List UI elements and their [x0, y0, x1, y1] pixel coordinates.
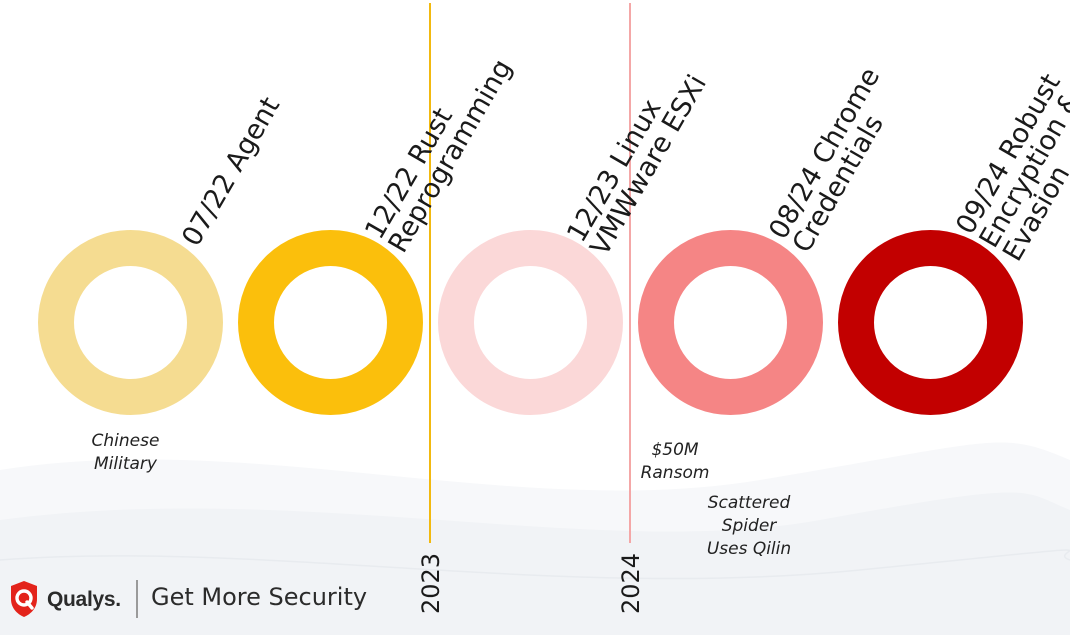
year-label-2023: 2023 — [417, 552, 445, 614]
note-scattered-spider: Scattered Spider Uses Qilin — [690, 492, 808, 561]
note-line: $50M — [651, 440, 699, 460]
footer-brand: Qualys. — [47, 588, 121, 611]
note-ransom: $50M Ransom — [620, 439, 730, 485]
milestone-ring-3 — [438, 230, 623, 415]
footer-divider — [136, 580, 138, 618]
qualys-shield-q-icon — [11, 581, 37, 617]
milestone-ring-1 — [38, 230, 223, 415]
year-label-2024: 2024 — [617, 552, 645, 614]
year-line-2023 — [429, 3, 431, 543]
note-line: Ransom — [640, 463, 710, 483]
footer-tagline: Get More Security — [151, 583, 368, 611]
milestone-ring-2 — [238, 230, 423, 415]
note-chinese-military: Chinese Military — [68, 430, 183, 476]
year-line-2024 — [629, 3, 631, 543]
note-line: Military — [94, 454, 157, 474]
milestone-ring-5 — [838, 230, 1023, 415]
note-line: Uses Qilin — [706, 539, 792, 559]
note-line: Chinese — [91, 431, 160, 451]
note-line: Spider — [721, 516, 777, 536]
milestone-ring-4 — [638, 230, 823, 415]
note-line: Scattered — [707, 493, 791, 513]
